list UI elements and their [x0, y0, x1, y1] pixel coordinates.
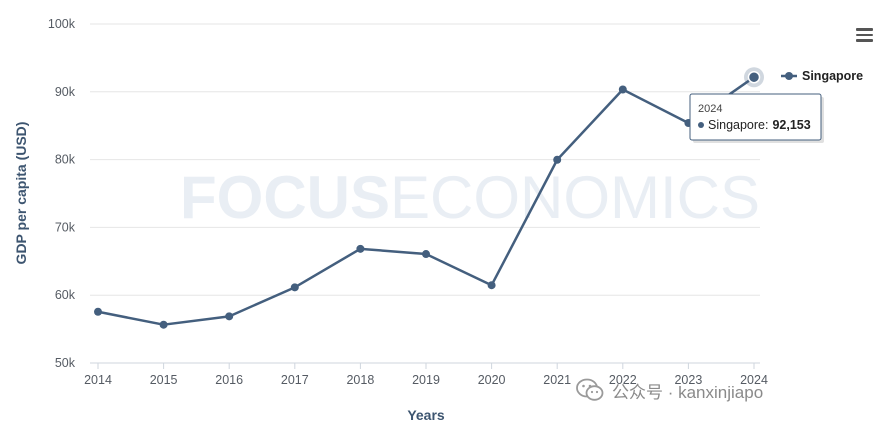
y-axis-label: GDP per capita (USD)	[13, 122, 29, 265]
y-tick-label: 70k	[55, 220, 76, 234]
wechat-icon	[576, 378, 604, 401]
hamburger-menu-icon[interactable]	[856, 28, 873, 42]
data-point[interactable]	[225, 312, 234, 321]
x-tick-label: 2014	[84, 373, 112, 387]
y-tick-label: 80k	[55, 153, 76, 167]
source-credit: 公众号 · kanxinjiapo	[576, 375, 763, 405]
x-tick-label: 2021	[543, 373, 571, 387]
legend[interactable]: Singapore	[781, 69, 863, 83]
source-text: 公众号 · kanxinjiapo	[612, 382, 764, 402]
data-point[interactable]	[618, 85, 627, 94]
y-tick-label: 90k	[55, 85, 76, 99]
data-point[interactable]	[553, 155, 562, 164]
x-tick-label: 2018	[346, 373, 374, 387]
legend-label: Singapore	[802, 69, 863, 83]
legend-marker	[785, 72, 793, 80]
data-point[interactable]	[94, 307, 102, 316]
x-tick-label: 2016	[215, 373, 243, 387]
tooltip-text: Singapore: 92,153	[708, 118, 811, 132]
x-axis-label: Years	[407, 407, 445, 423]
tooltip-year: 2024	[698, 103, 722, 115]
tooltip-value: 92,153	[772, 118, 810, 132]
y-tick-label: 50k	[55, 356, 76, 370]
y-axis: 50k 60k 70k 80k 90k 100k	[48, 17, 76, 370]
watermark-bold: FOCUS	[180, 164, 390, 231]
tooltip-marker	[698, 122, 704, 128]
data-point[interactable]	[290, 283, 299, 292]
watermark-light: ECONOMICS	[390, 164, 760, 231]
y-tick-label: 60k	[55, 288, 76, 302]
x-tick-label: 2020	[478, 373, 506, 387]
series-singapore	[94, 67, 764, 329]
data-point[interactable]	[747, 70, 761, 84]
x-tick-label: 2022	[609, 373, 637, 387]
data-point[interactable]	[422, 250, 430, 259]
data-point[interactable]	[159, 320, 168, 329]
x-tick-label: 2023	[674, 373, 702, 387]
y-tick-label: 100k	[48, 17, 76, 31]
tooltip-series: Singapore:	[708, 118, 768, 132]
data-point[interactable]	[487, 281, 496, 290]
x-tick-label: 2024	[740, 373, 768, 387]
watermark: FOCUSECONOMICS	[180, 164, 760, 231]
tooltip: 2024 Singapore: 92,153	[689, 93, 824, 143]
x-tick-label: 2019	[412, 373, 440, 387]
x-tick-label: 2015	[150, 373, 178, 387]
x-tick-label: 2017	[281, 373, 309, 387]
x-axis: 2014 2015 2016 2017 2018 2019 2020 2021 2022 2023…	[84, 362, 768, 387]
data-point[interactable]	[356, 244, 365, 253]
